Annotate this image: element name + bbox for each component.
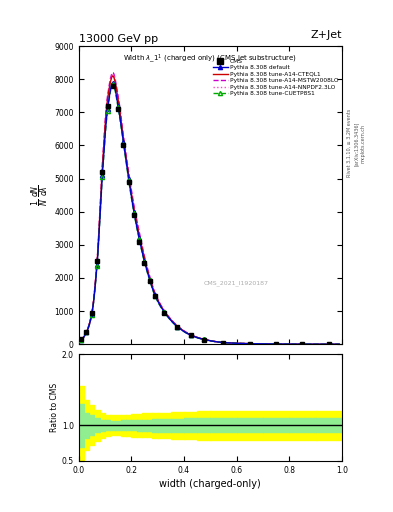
X-axis label: width (charged-only): width (charged-only) bbox=[160, 479, 261, 489]
Text: 13000 GeV pp: 13000 GeV pp bbox=[79, 34, 158, 44]
Y-axis label: $\frac{1}{N}\,\frac{dN}{d\lambda}$: $\frac{1}{N}\,\frac{dN}{d\lambda}$ bbox=[30, 184, 51, 206]
Text: Rivet 3.1.10, ≥ 3.2M events: Rivet 3.1.10, ≥ 3.2M events bbox=[347, 109, 352, 178]
Text: mcplots.cern.ch: mcplots.cern.ch bbox=[360, 124, 365, 163]
Text: Width $\lambda\_1^1$ (charged only) (CMS jet substructure): Width $\lambda\_1^1$ (charged only) (CMS… bbox=[123, 52, 297, 65]
Text: [arXiv:1306.3436]: [arXiv:1306.3436] bbox=[354, 121, 359, 165]
Text: Z+Jet: Z+Jet bbox=[310, 30, 342, 40]
Text: CMS_2021_I1920187: CMS_2021_I1920187 bbox=[204, 281, 269, 286]
Y-axis label: Ratio to CMS: Ratio to CMS bbox=[50, 383, 59, 432]
Legend: CMS, Pythia 8.308 default, Pythia 8.308 tune-A14-CTEQL1, Pythia 8.308 tune-A14-M: CMS, Pythia 8.308 default, Pythia 8.308 … bbox=[212, 58, 339, 97]
